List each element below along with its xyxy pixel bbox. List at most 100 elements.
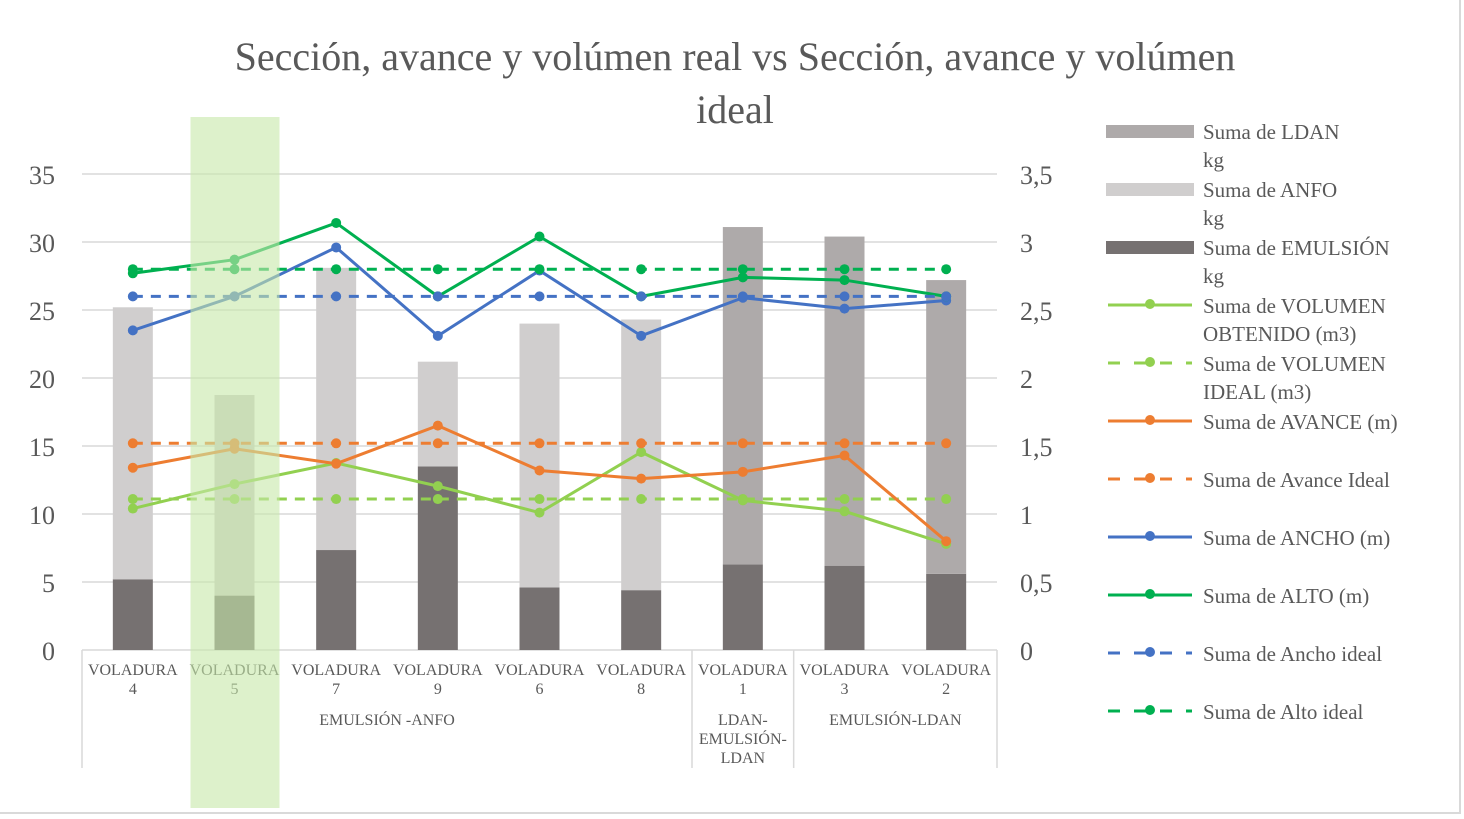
data-point bbox=[839, 494, 850, 505]
legend-swatch bbox=[1106, 125, 1194, 138]
secondary-axis-tick-label: 3 bbox=[1020, 229, 1033, 258]
legend-label: Suma de Ancho ideal bbox=[1203, 642, 1383, 666]
data-point bbox=[839, 450, 850, 461]
bar-segment bbox=[417, 466, 458, 650]
data-point bbox=[636, 264, 647, 275]
legend-label: Suma de ANFO kg bbox=[1203, 178, 1338, 230]
legend-item: Suma de Avance Ideal bbox=[1106, 466, 1456, 524]
data-point bbox=[839, 275, 850, 286]
primary-axis-tick-label: 30 bbox=[29, 229, 55, 258]
category-label: 9 bbox=[434, 681, 442, 698]
primary-axis-tick-label: 25 bbox=[29, 297, 55, 326]
legend: Suma de LDAN kg Suma de ANFO kg Suma de EM… bbox=[1106, 118, 1456, 756]
data-point bbox=[432, 420, 443, 431]
category-label: VOLADURA bbox=[88, 662, 178, 679]
category-label: VOLADURA bbox=[495, 662, 585, 679]
data-point bbox=[331, 264, 342, 275]
category-label: 4 bbox=[129, 681, 137, 698]
legend-swatch bbox=[1108, 589, 1192, 599]
secondary-axis-tick-label: 1,5 bbox=[1020, 433, 1053, 462]
data-point bbox=[636, 473, 647, 484]
category-label: 6 bbox=[536, 681, 544, 698]
category-group-label: EMULSIÓN-LDAN bbox=[829, 710, 962, 729]
legend-label: Suma de VOLUMEN OBTENIDO (m3) bbox=[1203, 294, 1386, 346]
data-point bbox=[432, 494, 443, 505]
data-point bbox=[636, 291, 647, 302]
legend-item: Suma de LDAN kg bbox=[1106, 118, 1456, 176]
secondary-axis-tick-label: 2 bbox=[1020, 365, 1033, 394]
category-group-label: LDAN- bbox=[718, 712, 768, 729]
data-point bbox=[534, 438, 545, 449]
secondary-axis-tick-label: 1 bbox=[1020, 501, 1033, 530]
bar-segment bbox=[722, 564, 763, 650]
legend-item: Suma de Alto ideal bbox=[1106, 698, 1456, 756]
category-label: 8 bbox=[637, 681, 645, 698]
bar-segment bbox=[926, 280, 967, 574]
secondary-axis-tick-label: 2,5 bbox=[1020, 297, 1053, 326]
category-group-label: LDAN bbox=[721, 750, 766, 767]
data-point bbox=[432, 481, 443, 492]
data-point bbox=[534, 291, 545, 302]
bar-segment bbox=[112, 579, 153, 650]
legend-label: Suma de ANCHO (m) bbox=[1203, 526, 1391, 550]
data-point bbox=[941, 291, 952, 302]
data-point bbox=[636, 447, 647, 458]
data-point bbox=[636, 494, 647, 505]
data-point bbox=[331, 458, 342, 469]
data-point bbox=[839, 303, 850, 314]
category-label: VOLADURA bbox=[393, 662, 483, 679]
legend-swatch bbox=[1106, 183, 1194, 196]
legend-item: Suma de Ancho ideal bbox=[1106, 640, 1456, 698]
data-point bbox=[331, 291, 342, 302]
legend-item: Suma de EMULSIÓN kg bbox=[1106, 234, 1456, 292]
data-point bbox=[127, 438, 138, 449]
legend-item: Suma de ANCHO (m) bbox=[1106, 524, 1456, 582]
legend-label: Suma de Alto ideal bbox=[1203, 700, 1364, 724]
legend-swatch bbox=[1108, 531, 1192, 541]
data-point bbox=[941, 264, 952, 275]
data-point bbox=[941, 438, 952, 449]
chart-title: Sección, avance y volúmen real vs Secció… bbox=[234, 34, 1236, 132]
bar-segment bbox=[417, 361, 458, 467]
data-point bbox=[127, 494, 138, 505]
primary-axis-tick-label: 5 bbox=[42, 569, 55, 598]
data-point bbox=[432, 330, 443, 341]
bar-segment bbox=[621, 590, 662, 650]
category-label: VOLADURA bbox=[800, 662, 890, 679]
category-label: 1 bbox=[739, 681, 747, 698]
legend-item: Suma de VOLUMEN OBTENIDO (m3) bbox=[1106, 292, 1456, 350]
secondary-axis-tick-label: 0 bbox=[1020, 637, 1033, 666]
data-point bbox=[737, 264, 748, 275]
data-point bbox=[127, 325, 138, 336]
bar-segment bbox=[316, 267, 357, 551]
legend-label: Suma de AVANCE (m) bbox=[1203, 410, 1398, 434]
data-point bbox=[839, 264, 850, 275]
data-point bbox=[534, 231, 545, 242]
data-point bbox=[534, 465, 545, 476]
primary-axis-tick-label: 35 bbox=[29, 161, 55, 190]
data-point bbox=[331, 242, 342, 253]
data-point bbox=[127, 462, 138, 473]
data-point bbox=[737, 466, 748, 477]
category-label: VOLADURA bbox=[901, 662, 991, 679]
secondary-axis-tick-label: 0,5 bbox=[1020, 569, 1053, 598]
data-point bbox=[127, 291, 138, 302]
primary-axis-tick-label: 20 bbox=[29, 365, 55, 394]
secondary-axis-tick-label: 3,5 bbox=[1020, 161, 1053, 190]
data-point bbox=[432, 438, 443, 449]
legend-label: Suma de VOLUMEN IDEAL (m3) bbox=[1203, 352, 1386, 404]
legend-swatch bbox=[1108, 473, 1192, 483]
data-point bbox=[127, 264, 138, 275]
primary-axis-tick-label: 0 bbox=[42, 637, 55, 666]
legend-swatch bbox=[1108, 415, 1192, 425]
data-point bbox=[941, 536, 952, 547]
data-point bbox=[839, 438, 850, 449]
data-point bbox=[432, 264, 443, 275]
data-point bbox=[737, 272, 748, 283]
data-point bbox=[127, 503, 138, 514]
legend-swatch bbox=[1106, 241, 1194, 254]
legend-swatch bbox=[1108, 647, 1192, 657]
data-point bbox=[331, 217, 342, 228]
legend-item: Suma de AVANCE (m) bbox=[1106, 408, 1456, 466]
